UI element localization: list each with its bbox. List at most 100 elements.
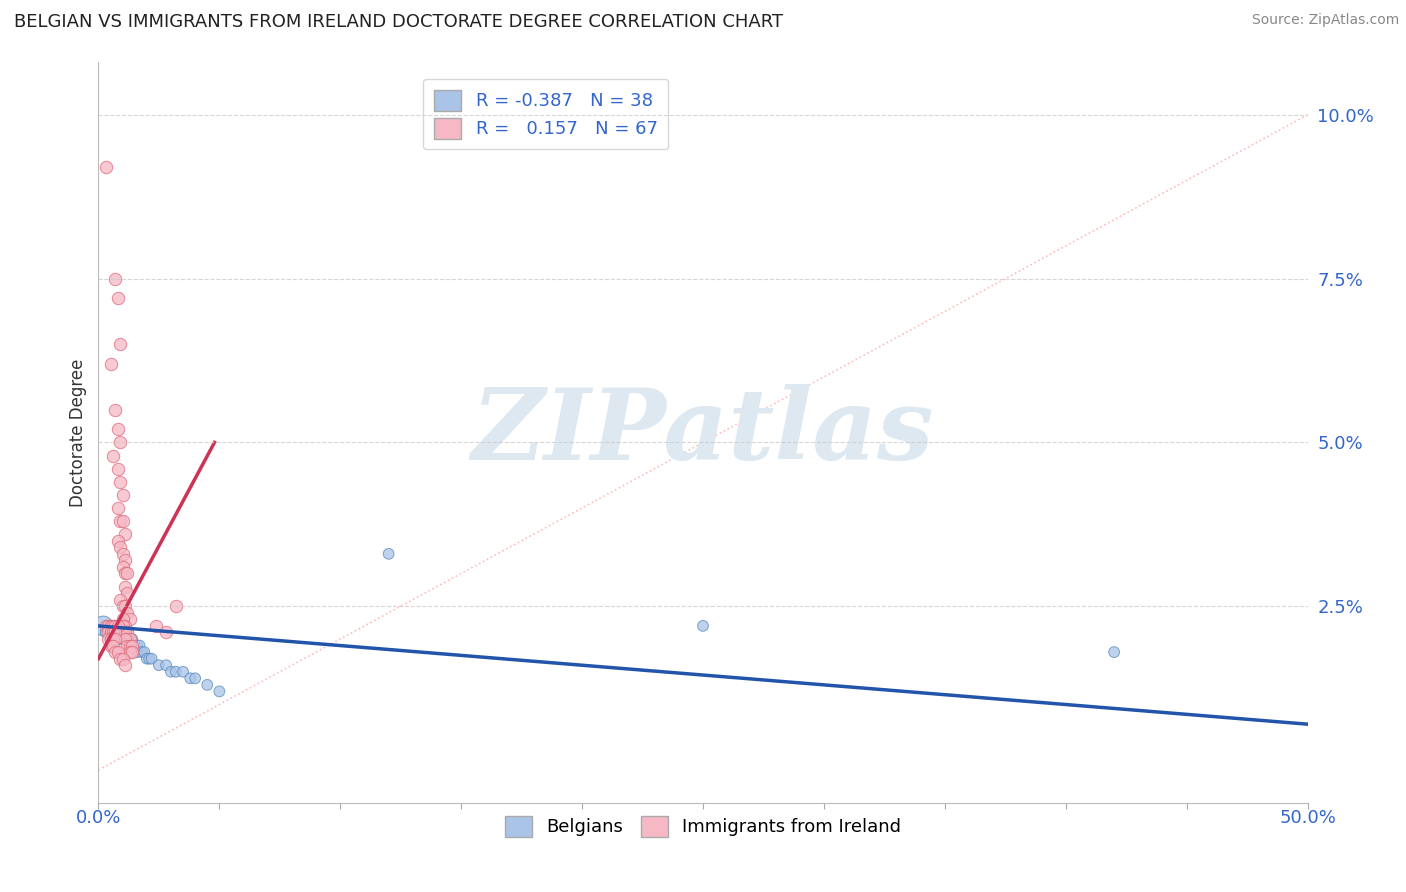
Point: [104, 619, 127, 633]
Point: [117, 606, 139, 620]
Point: [107, 461, 129, 475]
Point: [111, 619, 134, 633]
Point: [131, 645, 153, 659]
Point: [101, 619, 124, 633]
Point: [138, 651, 160, 665]
Point: [100, 625, 122, 640]
Point: [155, 658, 177, 673]
Point: [114, 580, 136, 594]
Point: [121, 632, 143, 646]
Point: [91, 619, 114, 633]
Point: [94, 625, 117, 640]
Point: [94, 619, 117, 633]
Point: [111, 599, 134, 614]
Point: [128, 639, 150, 653]
Point: [100, 632, 122, 646]
Point: [117, 586, 139, 600]
Point: [179, 671, 201, 685]
Point: [100, 632, 122, 646]
Point: [160, 665, 183, 679]
Point: [107, 533, 129, 548]
Text: 50.0%: 50.0%: [1279, 809, 1336, 827]
Point: [117, 566, 139, 581]
Point: [104, 619, 127, 633]
Point: [101, 449, 124, 463]
Point: [107, 422, 129, 436]
Point: [111, 632, 134, 646]
Point: [108, 435, 131, 450]
Point: [134, 645, 156, 659]
Point: [114, 527, 136, 541]
Point: [141, 651, 163, 665]
Point: [118, 612, 141, 626]
Point: [117, 632, 139, 646]
Point: [100, 357, 122, 371]
Point: [155, 625, 177, 640]
Point: [114, 625, 136, 640]
Point: [111, 612, 134, 626]
Point: [165, 665, 187, 679]
Point: [692, 619, 714, 633]
Point: [117, 625, 139, 640]
Point: [118, 632, 141, 646]
Point: [104, 632, 127, 646]
Point: [111, 514, 134, 528]
Point: [114, 625, 136, 640]
Point: [127, 639, 149, 653]
Point: [104, 271, 127, 285]
Point: [108, 632, 131, 646]
Point: [101, 639, 124, 653]
Point: [111, 488, 134, 502]
Point: [148, 658, 170, 673]
Point: [108, 541, 131, 555]
Point: [97, 619, 120, 633]
Point: [114, 632, 136, 646]
Point: [114, 566, 136, 581]
Point: [107, 291, 129, 305]
Point: [104, 402, 127, 417]
Point: [94, 161, 117, 175]
Point: [145, 619, 167, 633]
Point: [107, 619, 129, 633]
Point: [104, 645, 127, 659]
Point: [114, 599, 136, 614]
Point: [111, 625, 134, 640]
Point: [101, 619, 124, 633]
Point: [104, 632, 127, 646]
Point: [100, 639, 122, 653]
Point: [108, 475, 131, 489]
Point: [1102, 645, 1125, 659]
Point: [101, 632, 124, 646]
Point: [118, 632, 141, 646]
Point: [108, 514, 131, 528]
Point: [108, 651, 131, 665]
Point: [114, 619, 136, 633]
Point: [184, 671, 207, 685]
Point: [108, 337, 131, 351]
Point: [377, 547, 399, 561]
Point: [108, 592, 131, 607]
Text: ZIPatlas: ZIPatlas: [472, 384, 934, 481]
Point: [97, 625, 120, 640]
Point: [114, 658, 136, 673]
Point: [97, 632, 120, 646]
Point: [104, 625, 127, 640]
Point: [107, 625, 129, 640]
Point: [111, 560, 134, 574]
Point: [165, 599, 187, 614]
Point: [107, 500, 129, 515]
Point: [117, 632, 139, 646]
Point: [121, 639, 143, 653]
Point: [135, 651, 157, 665]
Point: [124, 639, 146, 653]
Point: [107, 645, 129, 659]
Point: [121, 645, 143, 659]
Point: [100, 625, 122, 640]
Text: Source: ZipAtlas.com: Source: ZipAtlas.com: [1251, 13, 1399, 28]
Text: BELGIAN VS IMMIGRANTS FROM IRELAND DOCTORATE DEGREE CORRELATION CHART: BELGIAN VS IMMIGRANTS FROM IRELAND DOCTO…: [14, 13, 783, 31]
Point: [100, 619, 122, 633]
Y-axis label: Doctorate Degree: Doctorate Degree: [69, 359, 87, 507]
Point: [118, 639, 141, 653]
Point: [111, 651, 134, 665]
Point: [117, 639, 139, 653]
